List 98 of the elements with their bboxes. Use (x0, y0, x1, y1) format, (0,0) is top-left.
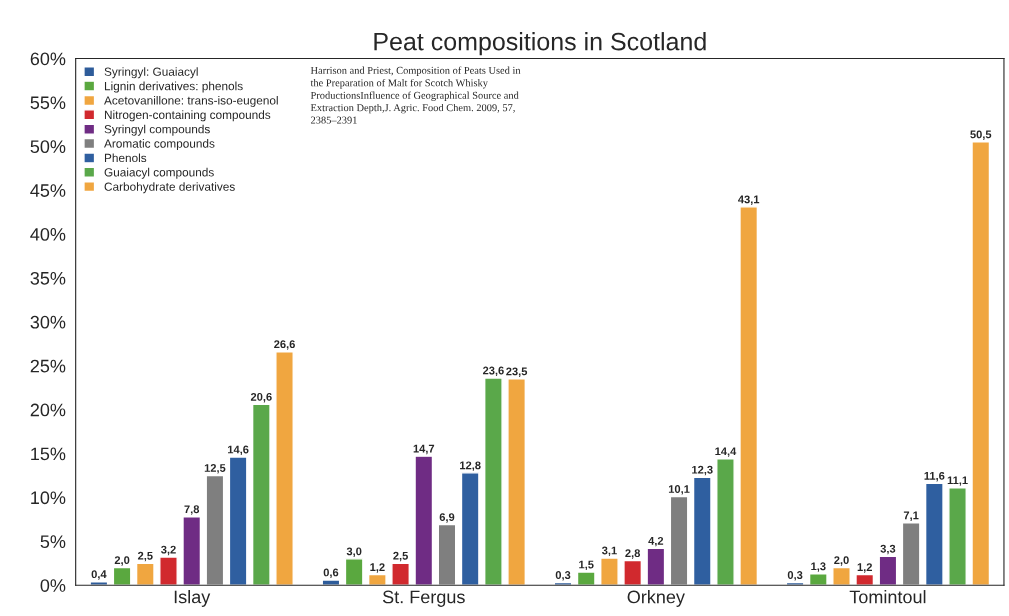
bar (460, 472, 480, 586)
data-label: 43,1 (738, 195, 760, 205)
y-tick-label: 35% (30, 271, 66, 285)
legend-label: Syringyl compounds (104, 124, 210, 136)
bar (808, 573, 828, 586)
data-label: 12,3 (692, 465, 713, 476)
legend-label: Lignin derivatives: phenols (104, 81, 243, 93)
bar (228, 456, 248, 586)
data-label: 2,0 (114, 556, 130, 566)
bar (971, 141, 991, 586)
data-label: 1,5 (579, 560, 594, 571)
data-label: 23,6 (482, 366, 504, 377)
data-label: 2,5 (137, 551, 153, 562)
legend-label: Carbohydrate derivatives (104, 182, 235, 194)
bar (646, 547, 666, 586)
data-label: 1,2 (370, 563, 385, 573)
bar (182, 516, 202, 586)
data-label: 11,6 (924, 471, 945, 482)
bar (576, 571, 596, 586)
data-label: 0,3 (787, 571, 803, 581)
bar (391, 562, 410, 586)
bar (89, 580, 109, 586)
data-label: 3,3 (880, 544, 896, 555)
data-label: 10,1 (668, 485, 690, 495)
bar (832, 566, 851, 586)
bar (855, 573, 875, 586)
legend-label: Phenols (104, 153, 147, 163)
data-label: 50,5 (970, 130, 992, 140)
bar (692, 476, 712, 586)
data-label: 3,0 (346, 547, 362, 557)
data-label: 2,0 (834, 556, 849, 566)
y-tick-label: 5% (40, 535, 66, 549)
legend-label: Syringyl: Guaiacyl (104, 67, 198, 79)
y-tick-label: 20% (30, 403, 66, 417)
data-label: 7,1 (903, 511, 919, 521)
y-tick-label: 40% (30, 228, 66, 241)
bar (600, 557, 619, 586)
y-tick-label: 55% (30, 96, 66, 110)
data-label: 2,5 (393, 551, 408, 562)
data-label: 23,5 (506, 367, 528, 377)
y-tick-label: 30% (30, 315, 66, 329)
bar (321, 579, 341, 586)
data-label: 12,8 (460, 461, 481, 471)
bar (112, 566, 132, 586)
bar (924, 482, 944, 586)
y-tick-label: 25% (30, 359, 66, 373)
bar (135, 562, 155, 586)
legend-label: Aromatic compounds (104, 139, 215, 151)
data-label: 0,3 (555, 571, 571, 581)
data-label: 3,2 (161, 545, 176, 556)
data-label: 1,2 (857, 563, 872, 573)
legend-label: Nitrogen-containing compounds (104, 110, 271, 122)
data-label: 0,4 (91, 570, 107, 580)
bar (507, 378, 527, 586)
data-label: 12,5 (204, 464, 226, 474)
y-tick-label: 60% (30, 52, 66, 66)
data-label: 3,1 (601, 546, 617, 557)
bar (948, 487, 967, 586)
y-tick-label: 45% (30, 184, 66, 197)
annotation: Harrison and Priest, Composition of Peats Used in the Preparation of Malt for Scotch Whisky ProductionsInfluence of Geographical Source and Extraction Depth,J. Agric. Food Chem. 2009, 57, 2385–2391 (310, 66, 521, 124)
bar (484, 377, 503, 586)
data-label: 20,6 (250, 392, 272, 403)
y-tick-label: 15% (31, 447, 66, 461)
y-tick-label: 10% (31, 491, 66, 505)
x-tick-label: St. Fergus (382, 590, 465, 607)
x-tick-label: Orkney (627, 590, 685, 607)
bar (623, 559, 643, 586)
y-tick-label: 50% (30, 140, 66, 154)
bar (901, 522, 921, 586)
bar (205, 474, 225, 586)
bar (275, 351, 294, 586)
x-tick-label: Islay (174, 590, 211, 607)
legend-label: Guaiacyl compounds (104, 167, 214, 179)
legend-label: Acetovanillone: trans-iso-eugenol (104, 95, 278, 107)
data-label: 14,4 (715, 447, 737, 457)
chart-title: Peat compositions in Scotland (374, 32, 706, 56)
data-label: 14,6 (228, 445, 249, 456)
data-label: 14,7 (413, 444, 435, 455)
data-label: 1,3 (811, 562, 826, 572)
bar (878, 555, 898, 586)
data-label: 7,8 (184, 505, 200, 515)
bar (367, 573, 387, 586)
bar (669, 495, 689, 586)
data-label: 0,6 (323, 568, 339, 578)
y-tick-label: 0% (40, 579, 66, 592)
bar (437, 523, 457, 586)
data-label: 2,8 (625, 549, 641, 559)
bar (159, 556, 178, 586)
x-tick-label: Tomintoul (849, 590, 926, 604)
data-label: 6,9 (439, 513, 455, 523)
data-label: 26,6 (274, 340, 295, 350)
data-label: 4,2 (648, 536, 664, 547)
bar (344, 558, 364, 586)
bar (251, 403, 271, 586)
data-label: 11,1 (947, 476, 968, 486)
bar (414, 455, 434, 586)
bar (716, 458, 735, 586)
bar (739, 206, 759, 586)
